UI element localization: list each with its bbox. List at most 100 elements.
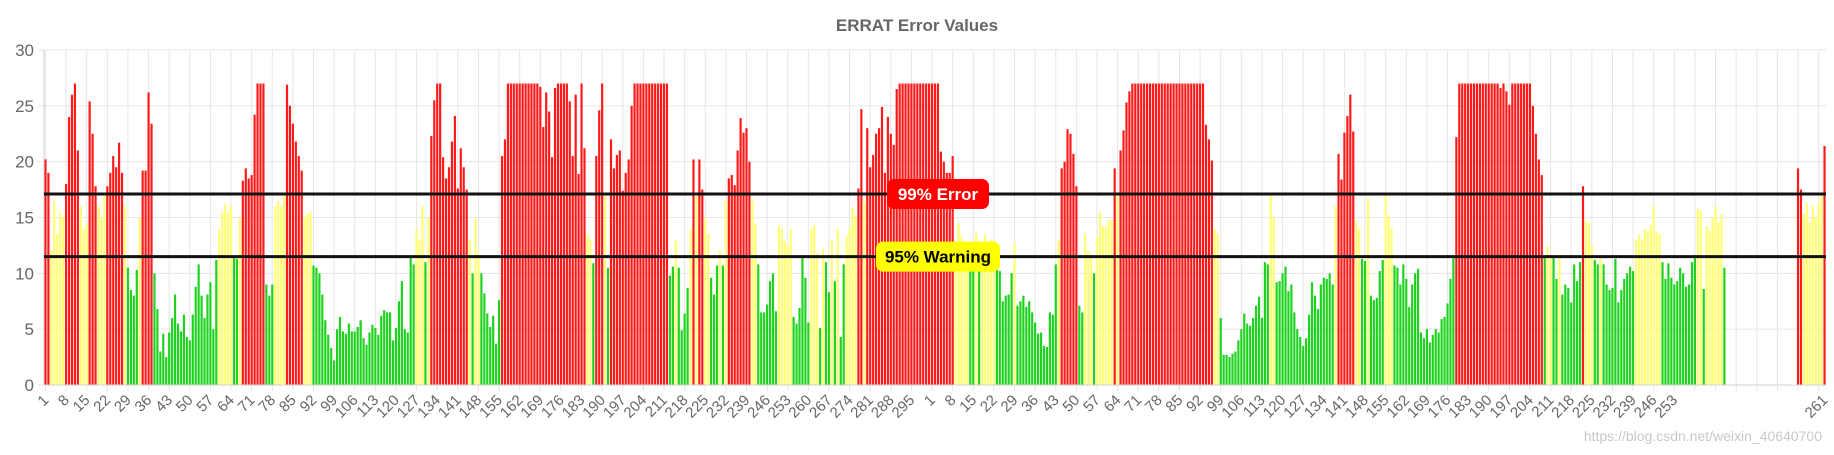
- y-tick-label: 30: [15, 41, 34, 60]
- bar: [801, 257, 804, 385]
- bar: [400, 281, 403, 385]
- bar: [721, 265, 725, 385]
- bar: [768, 281, 772, 385]
- bar: [1717, 221, 1720, 385]
- bar: [1355, 220, 1358, 385]
- bar: [983, 234, 987, 385]
- y-tick-label: 0: [25, 376, 34, 395]
- bar: [403, 329, 406, 385]
- bar: [123, 206, 127, 385]
- bar: [692, 159, 695, 385]
- bar: [966, 243, 969, 385]
- bar: [680, 330, 683, 385]
- bar: [1699, 210, 1702, 385]
- bar: [1499, 87, 1502, 385]
- bar: [1110, 219, 1113, 385]
- bar: [333, 360, 336, 385]
- bar: [1378, 271, 1381, 385]
- bar: [65, 184, 68, 385]
- bar: [1390, 228, 1393, 385]
- bar: [1069, 133, 1072, 385]
- bar: [371, 324, 374, 385]
- bar: [109, 172, 112, 385]
- bar: [150, 123, 153, 385]
- bar: [62, 217, 65, 385]
- bar: [185, 336, 188, 385]
- bar: [271, 284, 274, 385]
- bar: [724, 200, 727, 385]
- bar: [907, 83, 910, 385]
- bar: [1219, 318, 1222, 385]
- bar: [188, 340, 191, 385]
- bar: [1001, 301, 1004, 385]
- bar: [1523, 83, 1526, 385]
- bar: [389, 312, 392, 385]
- bar: [1240, 329, 1243, 385]
- bar: [450, 141, 454, 385]
- bar: [933, 83, 937, 385]
- bar: [1231, 353, 1234, 385]
- bar: [394, 328, 398, 385]
- bar: [671, 266, 674, 385]
- bar: [1042, 345, 1046, 385]
- bar: [1384, 195, 1387, 385]
- bar: [821, 248, 825, 385]
- bar: [179, 331, 183, 385]
- bar: [309, 211, 312, 385]
- bar: [1225, 354, 1228, 385]
- bar: [1608, 290, 1611, 385]
- bar: [1361, 258, 1364, 385]
- bar: [1611, 287, 1614, 385]
- bar: [1187, 83, 1190, 385]
- bar: [229, 206, 233, 385]
- bar: [1340, 179, 1343, 385]
- bar: [571, 156, 574, 385]
- bar: [863, 200, 866, 385]
- bar: [120, 172, 124, 385]
- bar: [447, 167, 451, 385]
- bar: [1493, 83, 1496, 385]
- bar: [409, 256, 412, 385]
- bar: [1714, 206, 1717, 385]
- bar: [1558, 254, 1561, 385]
- bar: [583, 148, 586, 385]
- bar: [218, 228, 221, 385]
- bar: [860, 109, 863, 385]
- bar: [1143, 83, 1146, 385]
- bar: [1670, 277, 1673, 385]
- bar: [1640, 239, 1643, 385]
- bar: [156, 309, 159, 385]
- bar: [1016, 305, 1019, 385]
- bar: [495, 343, 498, 385]
- bar: [689, 228, 692, 385]
- bar: [559, 83, 563, 385]
- bar: [1266, 264, 1269, 385]
- bar: [1331, 284, 1334, 385]
- bar: [1278, 281, 1281, 385]
- bar: [904, 83, 907, 385]
- bar: [642, 83, 645, 385]
- bar: [1334, 206, 1337, 385]
- bar: [925, 83, 928, 385]
- bar: [872, 154, 875, 385]
- bar: [335, 329, 339, 385]
- bar: [1540, 175, 1543, 385]
- bar: [194, 286, 197, 385]
- bar: [50, 251, 53, 385]
- bar: [85, 223, 88, 385]
- chart-title: ERRAT Error Values: [836, 16, 998, 35]
- x-tick-label: 1: [921, 392, 939, 410]
- y-tick-label: 10: [15, 264, 34, 283]
- bar: [1075, 186, 1078, 385]
- bar: [748, 161, 751, 385]
- bar: [1602, 264, 1605, 385]
- bar: [948, 172, 951, 385]
- bar: [115, 167, 118, 385]
- bar: [751, 199, 754, 385]
- bar: [548, 111, 551, 386]
- bar: [1452, 256, 1455, 385]
- bar: [527, 83, 530, 385]
- bar: [232, 256, 236, 385]
